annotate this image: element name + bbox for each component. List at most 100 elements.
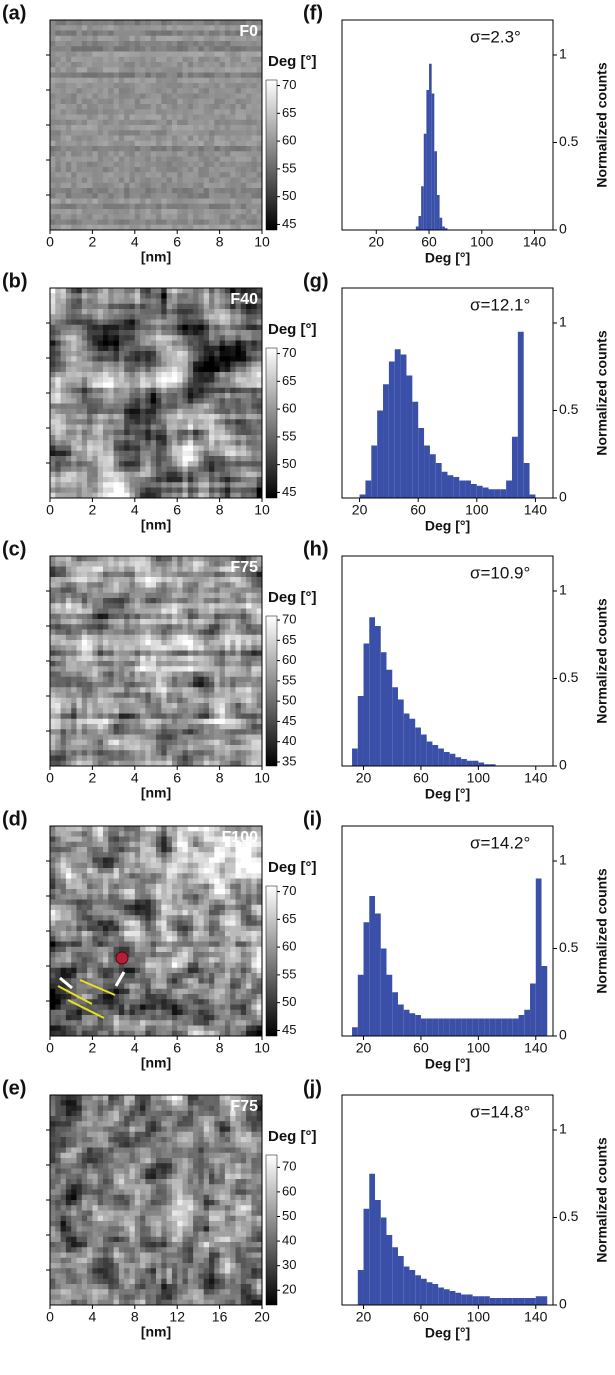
pixel bbox=[204, 104, 210, 110]
colorbar-tick-label: 65 bbox=[282, 373, 296, 388]
pixel bbox=[66, 130, 72, 136]
pixel bbox=[130, 740, 136, 746]
pixel bbox=[220, 220, 226, 226]
pixel bbox=[246, 446, 252, 452]
pixel bbox=[209, 362, 215, 368]
pixel bbox=[214, 25, 220, 31]
pixel bbox=[236, 172, 242, 178]
pixel bbox=[209, 756, 215, 762]
pixel bbox=[77, 67, 83, 73]
pixel bbox=[124, 346, 130, 352]
pixel bbox=[71, 388, 77, 394]
pixel bbox=[172, 167, 178, 173]
pixel bbox=[145, 325, 151, 331]
pixel bbox=[161, 729, 167, 735]
pixel bbox=[55, 561, 61, 567]
pixel bbox=[241, 88, 247, 94]
pixel bbox=[161, 831, 167, 837]
pixel bbox=[198, 461, 204, 467]
pixel bbox=[225, 577, 231, 583]
pixel bbox=[114, 714, 120, 720]
pixel bbox=[103, 651, 109, 657]
pixel bbox=[225, 172, 231, 178]
pixel bbox=[61, 472, 67, 478]
pixel bbox=[71, 461, 77, 467]
pixel bbox=[198, 393, 204, 399]
pixel bbox=[230, 362, 236, 368]
pixel bbox=[172, 183, 178, 189]
pixel bbox=[214, 109, 220, 115]
pixel bbox=[177, 220, 183, 226]
pixel bbox=[66, 567, 72, 573]
pixel bbox=[156, 388, 162, 394]
pixel bbox=[214, 136, 220, 142]
pixel bbox=[55, 482, 61, 488]
pixel bbox=[103, 341, 109, 347]
pixel bbox=[114, 750, 120, 756]
pixel bbox=[108, 341, 114, 347]
pixel bbox=[135, 693, 141, 699]
pixel bbox=[98, 651, 104, 657]
pixel bbox=[246, 456, 252, 462]
pixel bbox=[172, 62, 178, 68]
pixel bbox=[145, 67, 151, 73]
pixel bbox=[183, 320, 189, 326]
pixel bbox=[140, 346, 146, 352]
pixel bbox=[145, 561, 151, 567]
pixel bbox=[114, 388, 120, 394]
pixel bbox=[92, 362, 98, 368]
pixel bbox=[135, 482, 141, 488]
pixel bbox=[66, 31, 72, 37]
pixel bbox=[87, 488, 93, 494]
pixel bbox=[204, 199, 210, 205]
pixel bbox=[124, 645, 130, 651]
pixel bbox=[119, 146, 125, 152]
pixel bbox=[145, 703, 151, 709]
pixel bbox=[92, 714, 98, 720]
colorbar-tick-label: 50 bbox=[282, 188, 296, 203]
pixel bbox=[188, 193, 194, 199]
pixel bbox=[103, 693, 109, 699]
pixel bbox=[230, 209, 236, 215]
pixel bbox=[114, 425, 120, 431]
pixel bbox=[55, 582, 61, 588]
pixel bbox=[82, 36, 88, 42]
pixel bbox=[130, 151, 136, 157]
pixel bbox=[130, 703, 136, 709]
pixel bbox=[108, 193, 114, 199]
pixel bbox=[130, 488, 136, 494]
pixel bbox=[130, 314, 136, 320]
pixel bbox=[92, 178, 98, 184]
pixel bbox=[71, 561, 77, 567]
pixel bbox=[124, 567, 130, 573]
pixel bbox=[214, 104, 220, 110]
pixel bbox=[55, 598, 61, 604]
pixel bbox=[151, 614, 157, 620]
pixel bbox=[172, 204, 178, 210]
pixel bbox=[156, 677, 162, 683]
pixel bbox=[114, 831, 120, 837]
pixel bbox=[55, 666, 61, 672]
pixel bbox=[55, 83, 61, 89]
pixel bbox=[209, 57, 215, 63]
pixel bbox=[114, 136, 120, 142]
pixel bbox=[50, 314, 56, 320]
pixel bbox=[156, 451, 162, 457]
pixel bbox=[167, 756, 173, 762]
pixel bbox=[77, 472, 83, 478]
pixel bbox=[198, 582, 204, 588]
pixel bbox=[140, 687, 146, 693]
pixel bbox=[204, 588, 210, 594]
pixel bbox=[220, 609, 226, 615]
pixel bbox=[119, 740, 125, 746]
pixel bbox=[87, 52, 93, 58]
pixel bbox=[92, 708, 98, 714]
pixel bbox=[71, 52, 77, 58]
pixel bbox=[220, 698, 226, 704]
pixel bbox=[55, 288, 61, 294]
pixel bbox=[103, 25, 109, 31]
pixel bbox=[220, 314, 226, 320]
pixel bbox=[55, 404, 61, 410]
pixel bbox=[82, 362, 88, 368]
pixel bbox=[198, 567, 204, 573]
